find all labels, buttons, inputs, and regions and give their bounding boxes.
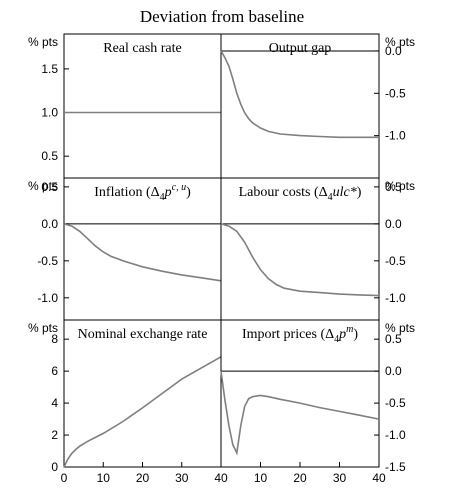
panel-title: Real cash rate — [103, 41, 182, 56]
series-line-nominal-exchange-rate — [63, 356, 222, 468]
panel-title-sub: 4 — [160, 192, 165, 203]
panel-title: Import prices (Δ4pm) — [242, 324, 358, 345]
panel-real-cash-rate: 1.5 1.0 0.5 % pts Real cash rate — [28, 33, 222, 179]
unit-label: % pts — [28, 179, 58, 193]
y-tick-label: -1.0 — [385, 428, 406, 442]
unit-label: % pts — [385, 35, 415, 49]
panel-title-main: Inflation (Δ — [94, 185, 159, 200]
x-tick-label: 30 — [175, 471, 189, 485]
x-tick-label: 20 — [136, 471, 150, 485]
y-tick-label: 0.5 — [41, 149, 58, 163]
y-tick-label: 8 — [51, 332, 58, 346]
panel-title: Output gap — [269, 41, 332, 56]
y-tick-label: -0.5 — [385, 254, 406, 268]
y-tick-label: 0 — [51, 460, 58, 474]
y-tick-label: -1.0 — [385, 129, 406, 143]
y-tick-label: 6 — [51, 364, 58, 378]
panel-title-sup: c, u — [172, 182, 186, 193]
panel-title-main: Output gap — [269, 41, 332, 56]
y-tick-label: 0.0 — [385, 217, 402, 231]
panel-inflation: 0.5 0.0 -0.5 -1.0 % pts Inflation (Δ4pc, u) — [28, 177, 222, 321]
panel-title-sub: 4 — [328, 192, 333, 203]
unit-label: % pts — [28, 35, 58, 49]
series-line-output-gap — [220, 50, 379, 139]
panel-title-var: p — [338, 327, 346, 342]
panel-title-var: p — [164, 185, 172, 200]
unit-label: % pts — [385, 321, 415, 335]
y-tick-label: 0.0 — [385, 364, 402, 378]
x-tick-label: 40 — [214, 471, 228, 485]
y-tick-label: 0.0 — [41, 217, 58, 231]
x-tick-label: 40 — [372, 471, 386, 485]
unit-label: % pts — [28, 321, 58, 335]
panel-title-main: Nominal exchange rate — [78, 327, 208, 342]
y-tick-label: -1.0 — [37, 291, 58, 305]
series-line-inflation — [63, 223, 222, 282]
x-tick-label: 20 — [293, 471, 307, 485]
y-tick-label: -0.5 — [385, 86, 406, 100]
x-tick-label: 0 — [61, 471, 68, 485]
series-line-import-prices — [220, 370, 380, 456]
panel-labour-costs: 0.5 0.0 -0.5 -1.0 % pts Labour costs (Δ4ulc*) — [220, 177, 415, 321]
y-tick-label: -1.5 — [385, 460, 406, 474]
panel-title: Labour costs (Δ4ulc*) — [239, 185, 362, 203]
panel-title-main: Import prices (Δ — [242, 327, 334, 342]
panel-title: Inflation (Δ4pc, u) — [94, 182, 191, 203]
panel-title-suffix: ) — [186, 185, 191, 200]
y-tick-label: -0.5 — [385, 396, 406, 410]
y-tick-label: 2 — [51, 428, 58, 442]
y-tick-label: 0.5 — [385, 332, 402, 346]
x-tick-label: 10 — [97, 471, 111, 485]
panel-frame — [63, 319, 222, 468]
panel-import-prices: 0.5 0.0 -0.5 -1.0 -1.5 % pts 10 20 30 40 Import pr… — [220, 319, 415, 485]
panel-title-sup: m — [346, 324, 353, 335]
panel-title-var: ulc* — [333, 185, 357, 200]
chart-title: Deviation from baseline — [140, 7, 304, 26]
x-tick-label: 30 — [333, 471, 347, 485]
y-tick-label: 0.5 — [41, 180, 58, 194]
panel-title-main: Labour costs (Δ — [239, 185, 328, 200]
series-line-labour-costs — [220, 223, 380, 297]
y-tick-label: 1.5 — [41, 62, 58, 76]
panel-frame — [220, 319, 380, 468]
y-tick-label: 1.0 — [41, 106, 58, 120]
panel-title-sub: 4 — [334, 334, 339, 345]
x-tick-label: 10 — [254, 471, 268, 485]
y-tick-label: 0.0 — [385, 44, 402, 58]
panel-title-main: Real cash rate — [103, 41, 182, 56]
y-tick-label: 0.5 — [385, 180, 402, 194]
panel-output-gap: 0.0 -0.5 -1.0 % pts Output gap — [220, 33, 415, 179]
y-tick-label: -0.5 — [37, 254, 58, 268]
y-tick-label: -1.0 — [385, 291, 406, 305]
panel-title-suffix: ) — [353, 327, 358, 342]
unit-label: % pts — [385, 179, 415, 193]
panel-title-suffix: ) — [357, 185, 362, 200]
y-tick-label: 4 — [51, 396, 58, 410]
panel-title: Nominal exchange rate — [78, 327, 208, 342]
